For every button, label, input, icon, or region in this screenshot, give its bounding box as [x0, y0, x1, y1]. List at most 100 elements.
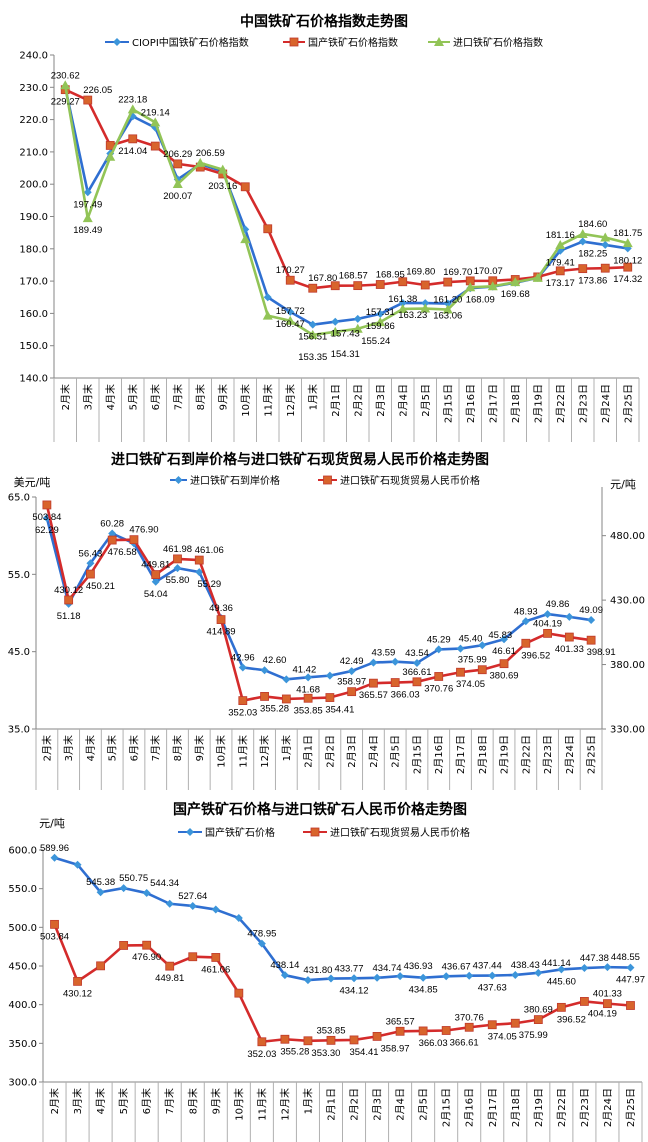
x-tick-label: 2月23日: [542, 735, 554, 774]
data-point: [165, 961, 175, 971]
y-tick-label: 220.0: [19, 115, 48, 126]
x-tick-label: 5月末: [106, 735, 119, 761]
legend-label: 进口铁矿石现货贸易人民币价格: [330, 826, 470, 839]
data-label: 375.99: [458, 655, 487, 666]
x-tick-label: 2月19日: [533, 1088, 545, 1127]
x-tick-label: 10月末: [215, 735, 228, 768]
data-label: 370.76: [424, 683, 453, 694]
data-point: [263, 224, 273, 234]
data-label: 55.29: [197, 579, 221, 590]
data-point: [600, 263, 610, 273]
data-label: 433.77: [334, 964, 363, 975]
data-point: [82, 213, 93, 223]
data-point: [397, 303, 408, 313]
data-label: 179.41: [546, 258, 575, 269]
data-label: 169.70: [443, 267, 472, 278]
x-tick-label: 2月3日: [375, 384, 387, 417]
data-point: [150, 141, 160, 151]
x-tick-label: 3月末: [62, 735, 75, 761]
x-tick-label: 2月1日: [303, 735, 315, 768]
data-label: 366.61: [402, 667, 431, 678]
data-point: [73, 860, 82, 869]
data-point: [532, 272, 543, 282]
data-label: 366.03: [391, 690, 420, 701]
data-label: 503.84: [32, 512, 61, 523]
data-label: 366.61: [450, 1037, 479, 1048]
data-point: [420, 303, 431, 313]
data-label: 374.05: [456, 679, 485, 690]
y-tick-label: 140.0: [19, 374, 48, 385]
data-point: [578, 264, 588, 274]
data-point: [238, 663, 247, 672]
data-label: 354.41: [349, 1047, 378, 1058]
data-point: [303, 693, 313, 703]
y-tick-label: 400.0: [8, 1000, 37, 1011]
x-tick-label: 11月末: [261, 384, 274, 417]
data-label: 438.43: [511, 960, 540, 971]
data-label: 503.84: [40, 931, 69, 942]
data-label: 353.85: [294, 705, 323, 716]
chart-title: 进口铁矿石到岸价格与进口铁矿石现货贸易人民币价格走势图: [111, 451, 489, 468]
data-label: 169.68: [501, 289, 530, 300]
data-point: [464, 1022, 474, 1032]
data-point: [285, 315, 296, 325]
data-label: 43.54: [405, 648, 429, 659]
data-point: [83, 95, 93, 105]
data-label: 226.05: [83, 85, 112, 96]
data-point: [331, 317, 340, 326]
data-point: [372, 1031, 382, 1041]
data-label: 43.59: [372, 648, 396, 659]
data-point: [119, 884, 128, 893]
data-point: [353, 281, 363, 291]
legend-marker-triangle-icon: [434, 37, 444, 46]
legend-marker-diamond-icon: [186, 828, 194, 836]
x-tick-label: 2月23日: [579, 1088, 591, 1127]
data-point: [487, 1020, 497, 1030]
data-label: 160.47: [276, 319, 305, 330]
data-point: [421, 299, 430, 308]
data-point: [308, 320, 317, 329]
x-tick-label: 2月1日: [325, 1088, 337, 1121]
data-point: [456, 644, 465, 653]
data-label: 447.97: [616, 975, 645, 986]
x-tick-label: 7月末: [171, 384, 184, 410]
x-tick-label: 2月1日: [330, 384, 342, 417]
data-label: 170.27: [276, 265, 305, 276]
data-label: 434.74: [373, 963, 402, 974]
data-label: 370.76: [455, 1012, 484, 1023]
x-tick-label: 2月15日: [441, 1088, 453, 1127]
data-point: [412, 658, 421, 667]
x-tick-label: 2月24日: [600, 384, 612, 423]
y-tick-label: 450.0: [8, 962, 37, 973]
data-point: [500, 635, 509, 644]
data-label: 49.86: [546, 599, 570, 610]
data-point: [150, 117, 161, 127]
data-label: 461.06: [195, 545, 224, 556]
data-point: [350, 974, 359, 983]
data-point: [565, 612, 574, 621]
data-point: [391, 657, 400, 666]
data-point: [499, 659, 509, 669]
data-label: 476.90: [132, 952, 161, 963]
x-tick-label: 2月18日: [510, 384, 522, 423]
x-tick-label: 12月末: [258, 735, 271, 768]
data-point: [369, 678, 378, 688]
data-point: [281, 694, 291, 704]
data-point: [240, 182, 250, 192]
data-point: [603, 963, 612, 972]
data-point: [511, 970, 520, 979]
data-label: 353.30: [311, 1048, 340, 1059]
x-tick-label: 2月16日: [433, 735, 445, 774]
data-point: [556, 1002, 566, 1012]
data-point: [420, 280, 430, 290]
x-tick-label: 2月24日: [602, 1088, 614, 1127]
data-label: 448.55: [611, 952, 640, 963]
x-tick-label: 2月末: [40, 735, 53, 761]
x-tick-label: 4月末: [104, 384, 117, 410]
data-label: 161.20: [433, 295, 462, 306]
data-label: 51.18: [57, 611, 81, 622]
data-point: [188, 901, 197, 910]
data-point: [304, 673, 313, 682]
